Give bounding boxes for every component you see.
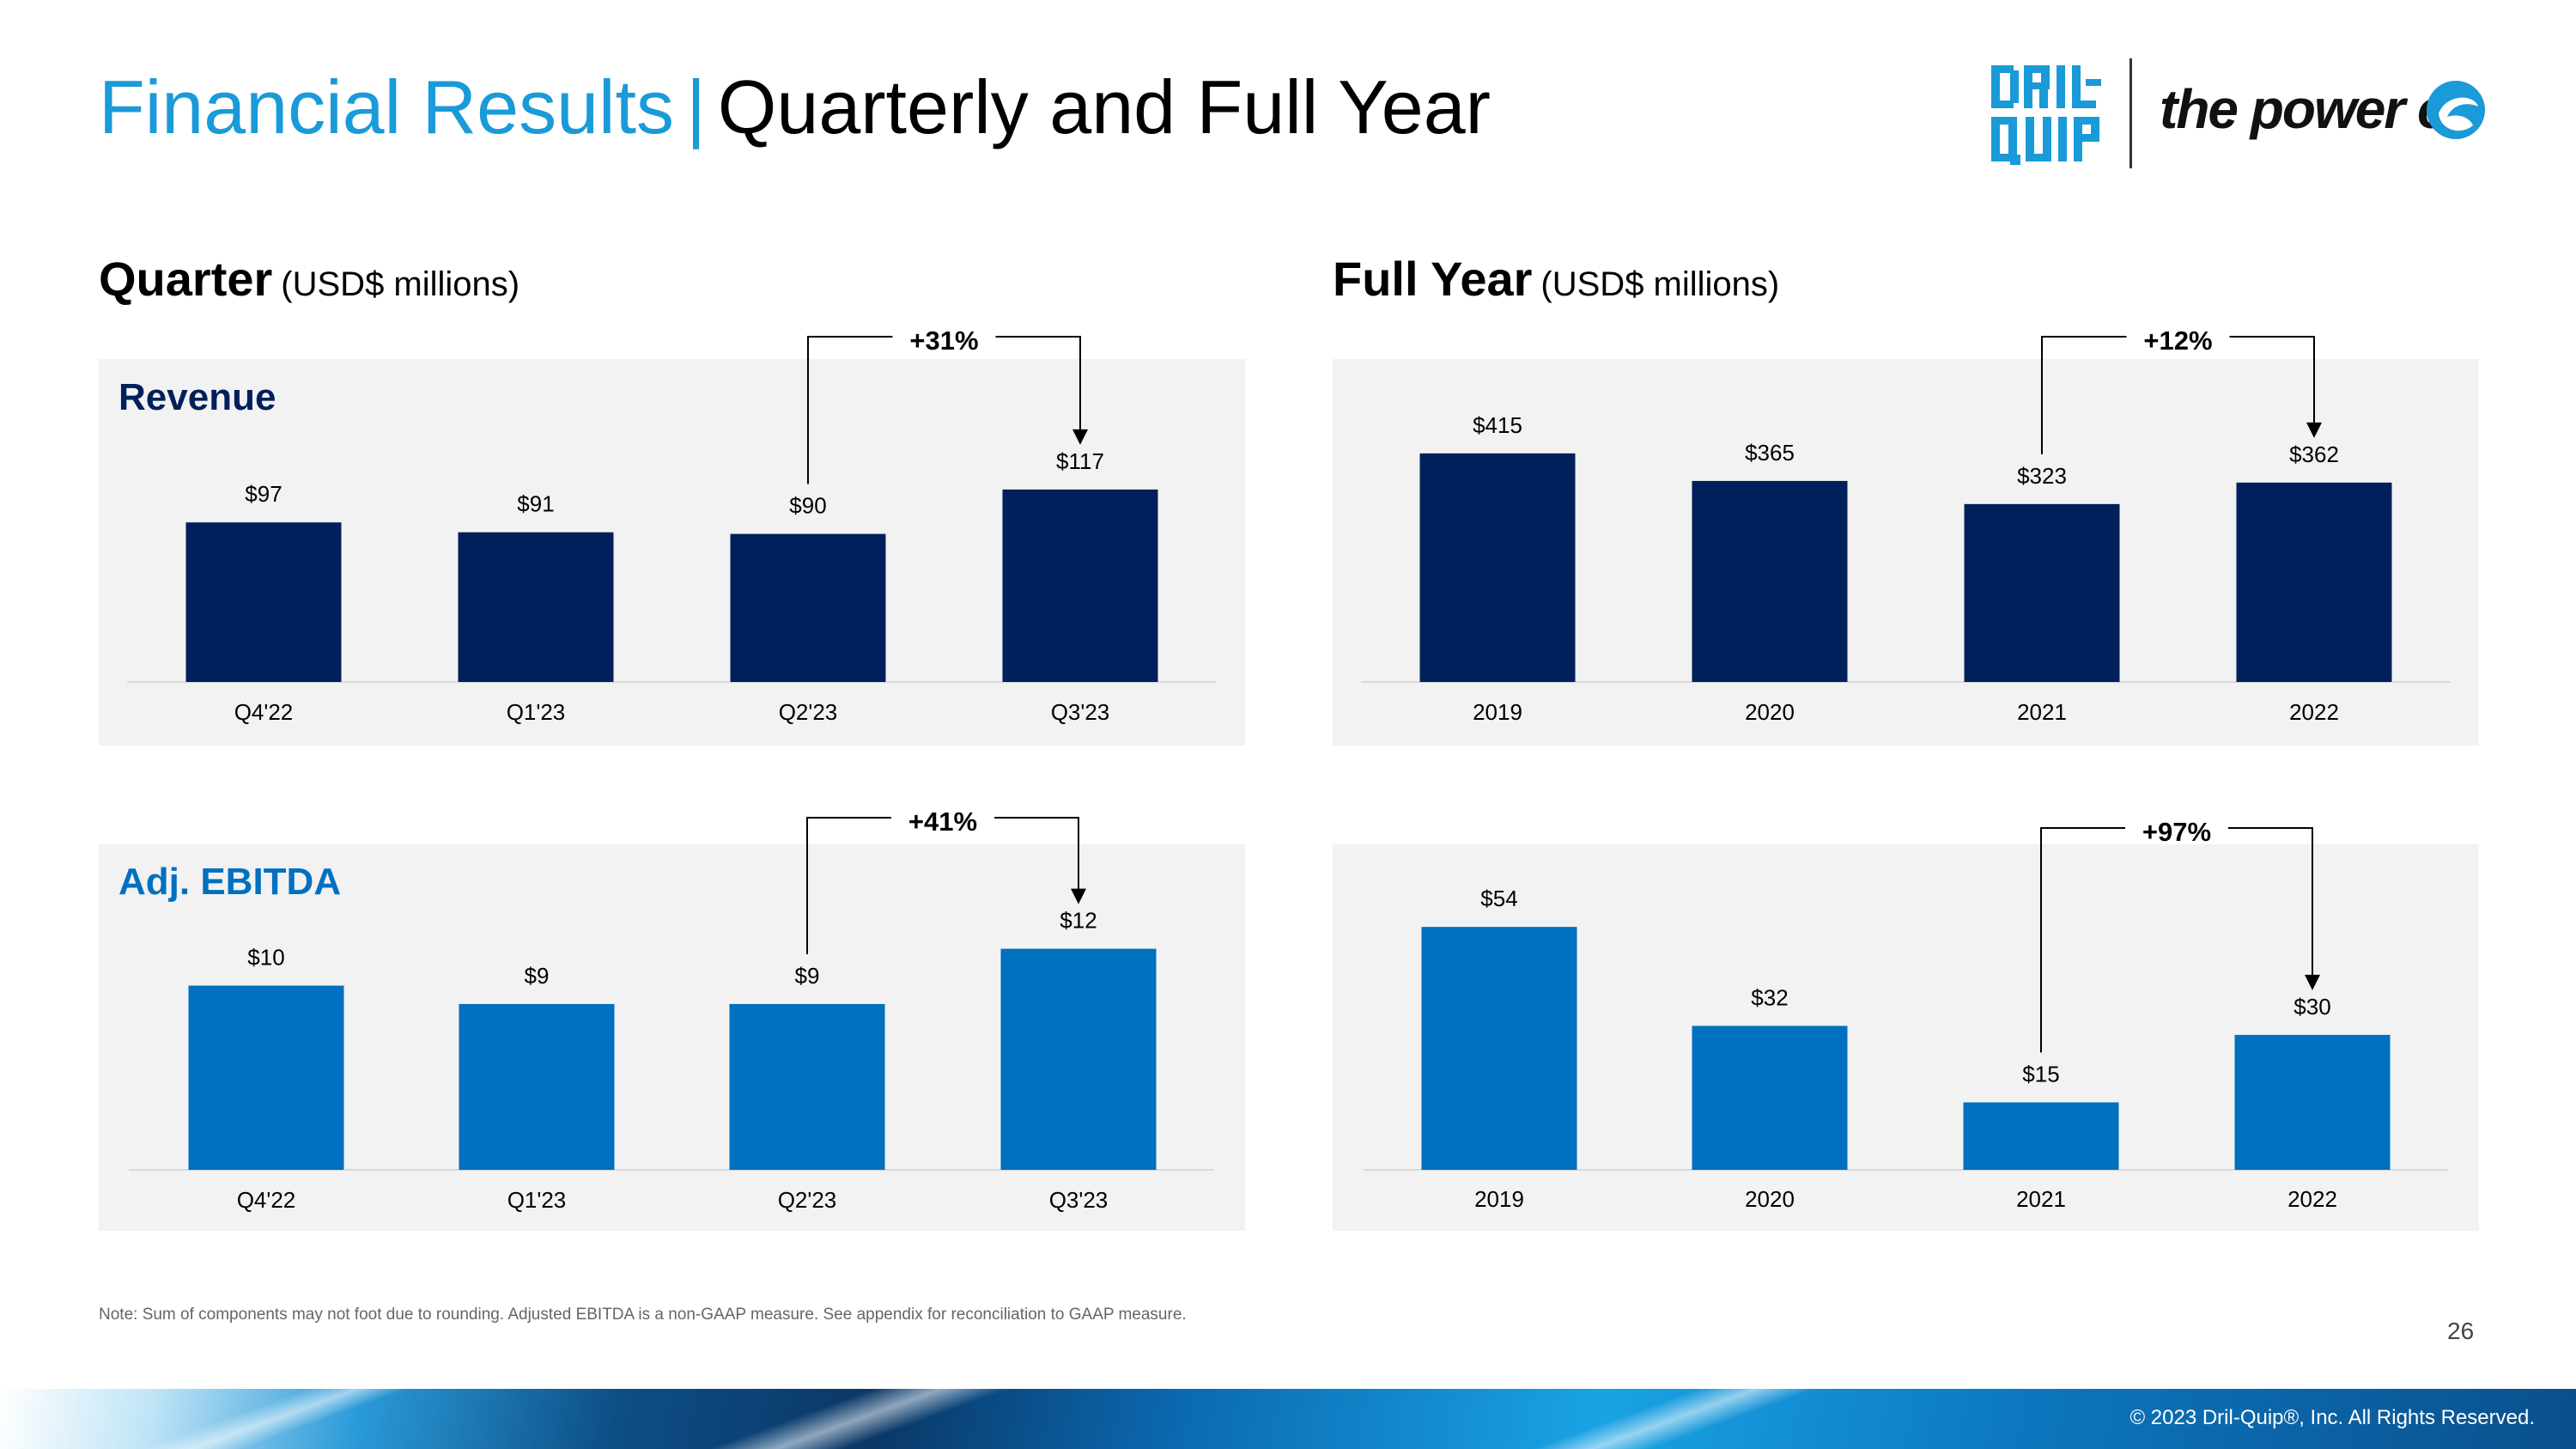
quarter-revenue-data-label: $90 — [789, 493, 826, 519]
dril-quip-logo-icon — [1991, 65, 2101, 165]
full-year-ebitda-data-label: $30 — [2293, 994, 2330, 1020]
quarter-revenue-tick-label: Q1'23 — [507, 699, 566, 725]
quarter-revenue-data-label: $117 — [1056, 448, 1104, 474]
quarter-heading: Quarter (USD$ millions) — [99, 251, 519, 307]
full-year-revenue-growth-bracket-right — [2229, 336, 2315, 424]
full-year-ebitda-growth-label: +97% — [2142, 817, 2211, 847]
footer-streak — [1460, 1389, 1889, 1449]
full-year-ebitda-tick-label: 2022 — [2287, 1186, 2337, 1212]
quarter-heading-title: Quarter — [99, 252, 273, 306]
page-title: Financial Results | Quarterly and Full Yea… — [99, 62, 1491, 153]
quarter-ebitda-data-label: $12 — [1060, 908, 1097, 934]
full-year-revenue-bar — [1964, 503, 2120, 682]
quarter-revenue-growth-arrowhead — [1072, 429, 1088, 445]
full-year-revenue-data-label: $362 — [2289, 441, 2339, 467]
full-year-ebitda-bar — [1692, 1026, 1848, 1170]
footer-band — [0, 1389, 2576, 1449]
quarter-ebitda-tick-label: Q1'23 — [507, 1187, 567, 1213]
logo-divider — [2129, 58, 2132, 168]
full-year-ebitda-data-label: $15 — [2022, 1061, 2059, 1087]
page-number: 26 — [2447, 1318, 2475, 1344]
full-year-revenue-data-label: $365 — [1745, 440, 1795, 466]
copyright-text: © 2023 Dril-Quip®, Inc. All Rights Reser… — [2129, 1406, 2535, 1429]
full-year-ebitda-tick-label: 2021 — [2016, 1186, 2066, 1212]
company-logo: the power of — [1988, 58, 2490, 170]
full-year-ebitda-bar — [2234, 1034, 2391, 1170]
full-year-ebitda-tick-label: 2020 — [1745, 1186, 1795, 1212]
quarter-revenue-tick-label: Q2'23 — [779, 699, 838, 725]
footer-streak — [103, 1389, 447, 1449]
full-year-revenue-data-label: $415 — [1473, 412, 1522, 438]
quarter-ebitda-growth-label: +41% — [908, 807, 977, 837]
quarter-revenue-growth-bracket-right — [995, 336, 1081, 431]
title-primary: Financial Results — [99, 64, 675, 149]
title-separator: | — [686, 64, 706, 149]
full-year-ebitda-growth-arrowhead — [2305, 974, 2320, 990]
full-year-revenue-tick-label: 2021 — [2017, 699, 2067, 725]
quarter-ebitda-growth-arrowhead — [1071, 888, 1086, 904]
full-year-revenue-tick-label: 2020 — [1745, 699, 1795, 725]
full-year-heading-unit: (USD$ millions) — [1540, 265, 1780, 303]
quarter-revenue-data-label: $91 — [517, 491, 554, 517]
quarter-ebitda-data-label: $9 — [525, 963, 550, 989]
quarter-ebitda-bar — [1000, 948, 1157, 1170]
full-year-heading: Full Year (USD$ millions) — [1333, 251, 1779, 307]
logo-tagline: the power of — [2160, 78, 2467, 140]
footer-streak — [601, 1389, 1116, 1449]
quarter-revenue-tick-label: Q3'23 — [1051, 699, 1110, 725]
title-secondary: Quarterly and Full Year — [717, 64, 1491, 149]
quarter-ebitda-growth-bracket-left — [806, 817, 891, 954]
revenue-label: Revenue — [118, 376, 276, 418]
full-year-ebitda-tick-label: 2019 — [1474, 1186, 1524, 1212]
adj-ebitda-label: Adj. EBITDA — [118, 861, 342, 903]
quarter-revenue-bar — [730, 533, 886, 682]
full-year-ebitda-growth-bracket-right — [2228, 827, 2313, 977]
quarter-revenue-tick-label: Q4'22 — [234, 699, 294, 725]
quarter-heading-unit: (USD$ millions) — [281, 265, 520, 303]
quarter-ebitda-bar — [459, 1003, 615, 1170]
full-year-ebitda-data-label: $54 — [1480, 886, 1517, 911]
full-year-revenue-growth-label: +12% — [2143, 326, 2212, 356]
full-year-ebitda-bar — [1421, 927, 1577, 1170]
footnote: Note: Sum of components may not foot due… — [99, 1306, 1187, 1324]
full-year-revenue-tick-label: 2022 — [2289, 699, 2339, 725]
full-year-heading-title: Full Year — [1333, 252, 1533, 306]
full-year-ebitda-bar — [1963, 1102, 2119, 1170]
quarter-revenue-data-label: $97 — [245, 481, 282, 507]
full-year-ebitda-data-label: $32 — [1751, 984, 1788, 1010]
quarter-ebitda-data-label: $10 — [247, 945, 284, 971]
quarter-revenue-bar — [458, 532, 614, 682]
quarter-ebitda-data-label: $9 — [795, 963, 820, 989]
full-year-revenue-bar — [1419, 453, 1576, 682]
quarter-revenue-bar — [1002, 489, 1158, 682]
full-year-revenue-data-label: $323 — [2017, 463, 2067, 489]
quarter-revenue-bar — [185, 522, 342, 682]
full-year-revenue-growth-arrowhead — [2306, 422, 2322, 438]
quarter-ebitda-tick-label: Q4'22 — [237, 1187, 296, 1213]
full-year-ebitda-growth-bracket-left — [2040, 827, 2125, 1053]
quarter-ebitda-tick-label: Q2'23 — [778, 1187, 837, 1213]
quarter-ebitda-bar — [729, 1003, 885, 1170]
quarter-revenue-growth-bracket-left — [807, 336, 893, 484]
swirl-logo-icon — [2427, 81, 2485, 139]
full-year-revenue-growth-bracket-left — [2041, 336, 2127, 454]
quarter-revenue-growth-label: +31% — [909, 326, 978, 356]
full-year-revenue-tick-label: 2019 — [1473, 699, 1522, 725]
quarter-ebitda-bar — [188, 985, 344, 1170]
full-year-revenue-bar — [1692, 480, 1848, 682]
full-year-revenue-bar — [2236, 482, 2392, 682]
quarter-ebitda-growth-bracket-right — [994, 817, 1079, 891]
quarter-ebitda-tick-label: Q3'23 — [1049, 1187, 1109, 1213]
